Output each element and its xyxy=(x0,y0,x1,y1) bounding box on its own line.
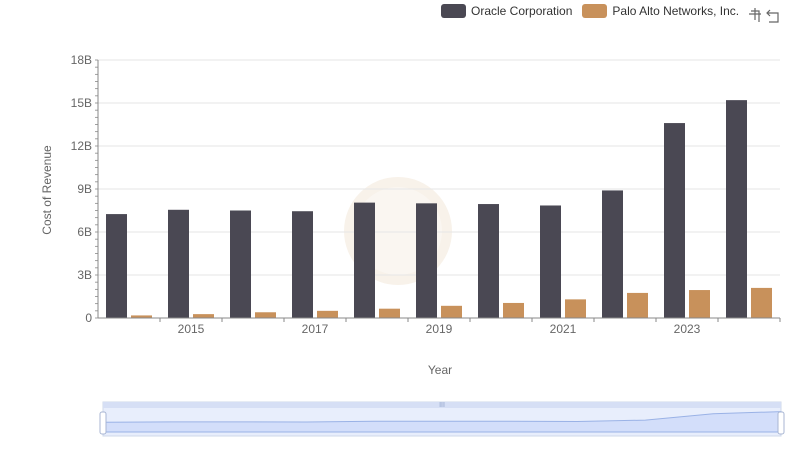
slider-top-bar[interactable] xyxy=(103,402,781,408)
y-axis-title: Cost of Revenue xyxy=(40,145,54,235)
x-tick-label: 2023 xyxy=(674,322,701,336)
bar-oracle-2020[interactable] xyxy=(478,204,499,318)
x-axis-title: Year xyxy=(427,363,453,377)
slider-grip-icon[interactable]: III xyxy=(439,402,445,409)
data-zoom-slider[interactable]: III xyxy=(99,401,785,437)
y-tick-label: 12B xyxy=(71,139,92,153)
bar-oracle-2022[interactable] xyxy=(602,190,623,318)
y-tick-label: 0 xyxy=(85,311,92,325)
x-tick-label: 2015 xyxy=(178,322,205,336)
y-tick-label: 9B xyxy=(77,182,92,196)
bar-oracle-2016[interactable] xyxy=(230,210,251,319)
bar-palo-alto-2019[interactable] xyxy=(441,305,462,318)
bar-oracle-2017[interactable] xyxy=(292,211,313,318)
bar-oracle-2021[interactable] xyxy=(540,205,561,318)
bar-oracle-2023[interactable] xyxy=(664,123,685,318)
restore-icon[interactable] xyxy=(764,6,782,24)
y-tick-label: 6B xyxy=(77,225,92,239)
x-tick-label: 2017 xyxy=(302,322,329,336)
axes-layer: 0 3B 6B 9B 12B 15B 18B 2015 2017 2019 2021 2023 xyxy=(71,53,781,336)
slider-left-handle[interactable] xyxy=(99,411,107,435)
bar-palo-alto-2014[interactable] xyxy=(131,315,152,318)
bar-palo-alto-2016[interactable] xyxy=(255,312,276,318)
legend-swatch-oracle xyxy=(441,4,466,18)
toolbox xyxy=(746,6,782,24)
y-tick-label: 15B xyxy=(71,96,92,110)
bar-palo-alto-2017[interactable] xyxy=(317,310,338,318)
x-tick-label: 2019 xyxy=(426,322,453,336)
legend-label-palo-alto: Palo Alto Networks, Inc. xyxy=(612,4,740,18)
bar-palo-alto-2021[interactable] xyxy=(565,299,586,318)
bar-palo-alto-2023[interactable] xyxy=(689,290,710,318)
bar-oracle-2019[interactable] xyxy=(416,203,437,318)
legend-item-oracle[interactable]: Oracle Corporation xyxy=(441,4,572,18)
legend: Oracle Corporation Palo Alto Networks, I… xyxy=(441,4,749,18)
bar-palo-alto-2020[interactable] xyxy=(503,302,524,318)
bar-oracle-2015[interactable] xyxy=(168,209,189,318)
y-tick-label: 3B xyxy=(77,268,92,282)
bars-layer[interactable] xyxy=(106,100,772,318)
y-tick-label: 18B xyxy=(71,53,92,67)
bar-palo-alto-2018[interactable] xyxy=(379,308,400,318)
bar-oracle-2018[interactable] xyxy=(354,202,375,318)
zoom-icon[interactable] xyxy=(746,6,764,24)
bar-oracle-2024[interactable] xyxy=(726,100,747,318)
bar-oracle-2014[interactable] xyxy=(106,214,127,318)
bar-palo-alto-2015[interactable] xyxy=(193,314,214,318)
bar-palo-alto-2024[interactable] xyxy=(751,287,772,318)
bar-palo-alto-2022[interactable] xyxy=(627,292,648,318)
x-tick-label: 2021 xyxy=(550,322,577,336)
slider-preview-area xyxy=(102,411,782,433)
legend-label-oracle: Oracle Corporation xyxy=(471,4,573,18)
legend-swatch-palo-alto xyxy=(582,4,608,18)
legend-item-palo-alto[interactable]: Palo Alto Networks, Inc. xyxy=(582,4,739,18)
slider-right-handle[interactable] xyxy=(777,411,785,435)
